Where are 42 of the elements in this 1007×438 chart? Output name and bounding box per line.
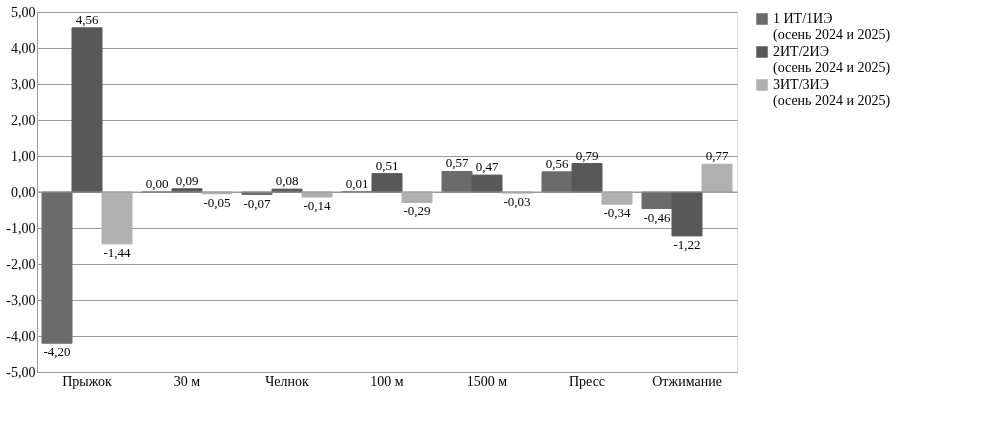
data-label: -0,14	[303, 198, 332, 214]
data-label: 0,01	[345, 175, 369, 191]
data-label: -0,07	[243, 195, 272, 211]
y-tick-label: -5,00	[6, 364, 36, 380]
data-label: 0,00	[145, 176, 169, 191]
y-tick-label: -2,00	[6, 256, 36, 272]
data-label: 0,08	[275, 173, 299, 189]
data-label: 0,51	[375, 157, 399, 173]
data-label: 0,47	[475, 159, 499, 175]
y-tick-label: 0,00	[11, 184, 36, 200]
x-tick-label: 1500 м	[466, 373, 508, 389]
data-label: -1,22	[673, 236, 701, 252]
y-tick-label: 3,00	[11, 76, 36, 92]
y-tick-label: 4,00	[11, 40, 36, 56]
y-tick-label: 1,00	[11, 148, 36, 164]
data-label: -0,46	[643, 209, 672, 225]
y-tick-label: -3,00	[6, 292, 36, 308]
legend-label: 2ИТ/2ИЭ (осень 2024 и 2025)	[773, 44, 891, 76]
x-tick-label: Прыжок	[62, 373, 113, 389]
x-tick-label: 30 м	[173, 373, 201, 389]
data-label: 0,57	[445, 155, 469, 171]
data-label: -4,20	[43, 344, 71, 360]
data-label: -0,34	[603, 205, 632, 221]
data-label: 4,56	[75, 11, 99, 27]
legend-label: 1 ИТ/1ИЭ (осень 2024 и 2025)	[773, 11, 891, 43]
data-label: 0,56	[545, 155, 569, 171]
data-label: -0,03	[503, 194, 531, 210]
data-label: -0,05	[203, 194, 231, 210]
x-tick-label: Пресс	[568, 373, 606, 389]
y-tick-label: -1,00	[6, 220, 36, 236]
data-label: 0,77	[705, 148, 729, 164]
x-tick-label: Челнок	[265, 373, 309, 389]
legend-label: 3ИТ/3ИЭ (осень 2024 и 2025)	[773, 77, 891, 109]
data-label: -0,29	[403, 203, 431, 219]
y-tick-label: 2,00	[11, 112, 36, 128]
data-label: -1,44	[103, 244, 132, 260]
data-label: 0,09	[175, 172, 199, 188]
x-tick-label: 100 м	[370, 373, 404, 389]
x-tick-label: Отжимание	[652, 373, 722, 389]
y-tick-label: -4,00	[6, 328, 36, 344]
y-tick-label: 5,00	[11, 4, 36, 20]
data-label: 0,79	[575, 147, 599, 163]
